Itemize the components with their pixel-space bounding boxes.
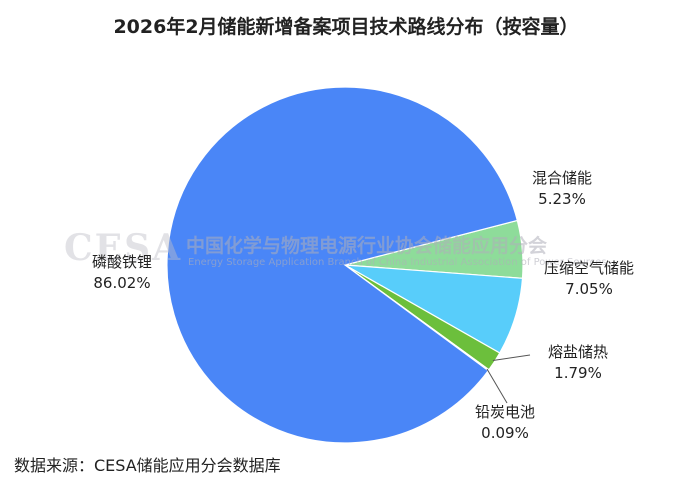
watermark-org-name-en: Energy Storage Application Branch of Chi… — [188, 257, 607, 268]
slice-label-molten-salt: 熔盐储热 1.79% — [528, 342, 628, 384]
chart-title: 2026年2月储能新增备案项目技术路线分布（按容量） — [113, 16, 579, 38]
slice-label-caes: 压缩空气储能 7.05% — [524, 258, 654, 300]
slice-value-label: 0.09% — [481, 424, 529, 442]
slice-value-label: 7.05% — [565, 280, 613, 298]
slice-category-label: 铅炭电池 — [474, 403, 535, 421]
slice-label-lead-carbon: 铅炭电池 0.09% — [460, 402, 550, 444]
slice-value-label: 1.79% — [554, 364, 602, 382]
leader-line-molten-salt — [492, 354, 531, 361]
slice-category-label: 压缩空气储能 — [543, 259, 634, 277]
watermark-logo: CESA — [64, 227, 183, 269]
slice-label-lfp: 磷酸铁锂 86.02% — [80, 252, 164, 294]
slice-category-label: 混合储能 — [531, 169, 592, 187]
data-source-note: 数据来源：CESA储能应用分会数据库 — [14, 456, 281, 475]
slice-value-label: 5.23% — [538, 190, 586, 208]
slice-value-label: 86.02% — [93, 274, 151, 292]
watermark-org-name: 中国化学与物理电源行业协会储能应用分会 — [186, 235, 548, 257]
slice-label-hybrid: 混合储能 5.23% — [516, 168, 608, 210]
slice-category-label: 熔盐储热 — [547, 343, 608, 361]
slice-category-label: 磷酸铁锂 — [91, 253, 152, 271]
leader-line-lead-carbon — [486, 368, 508, 404]
slice-lfp — [166, 86, 519, 444]
